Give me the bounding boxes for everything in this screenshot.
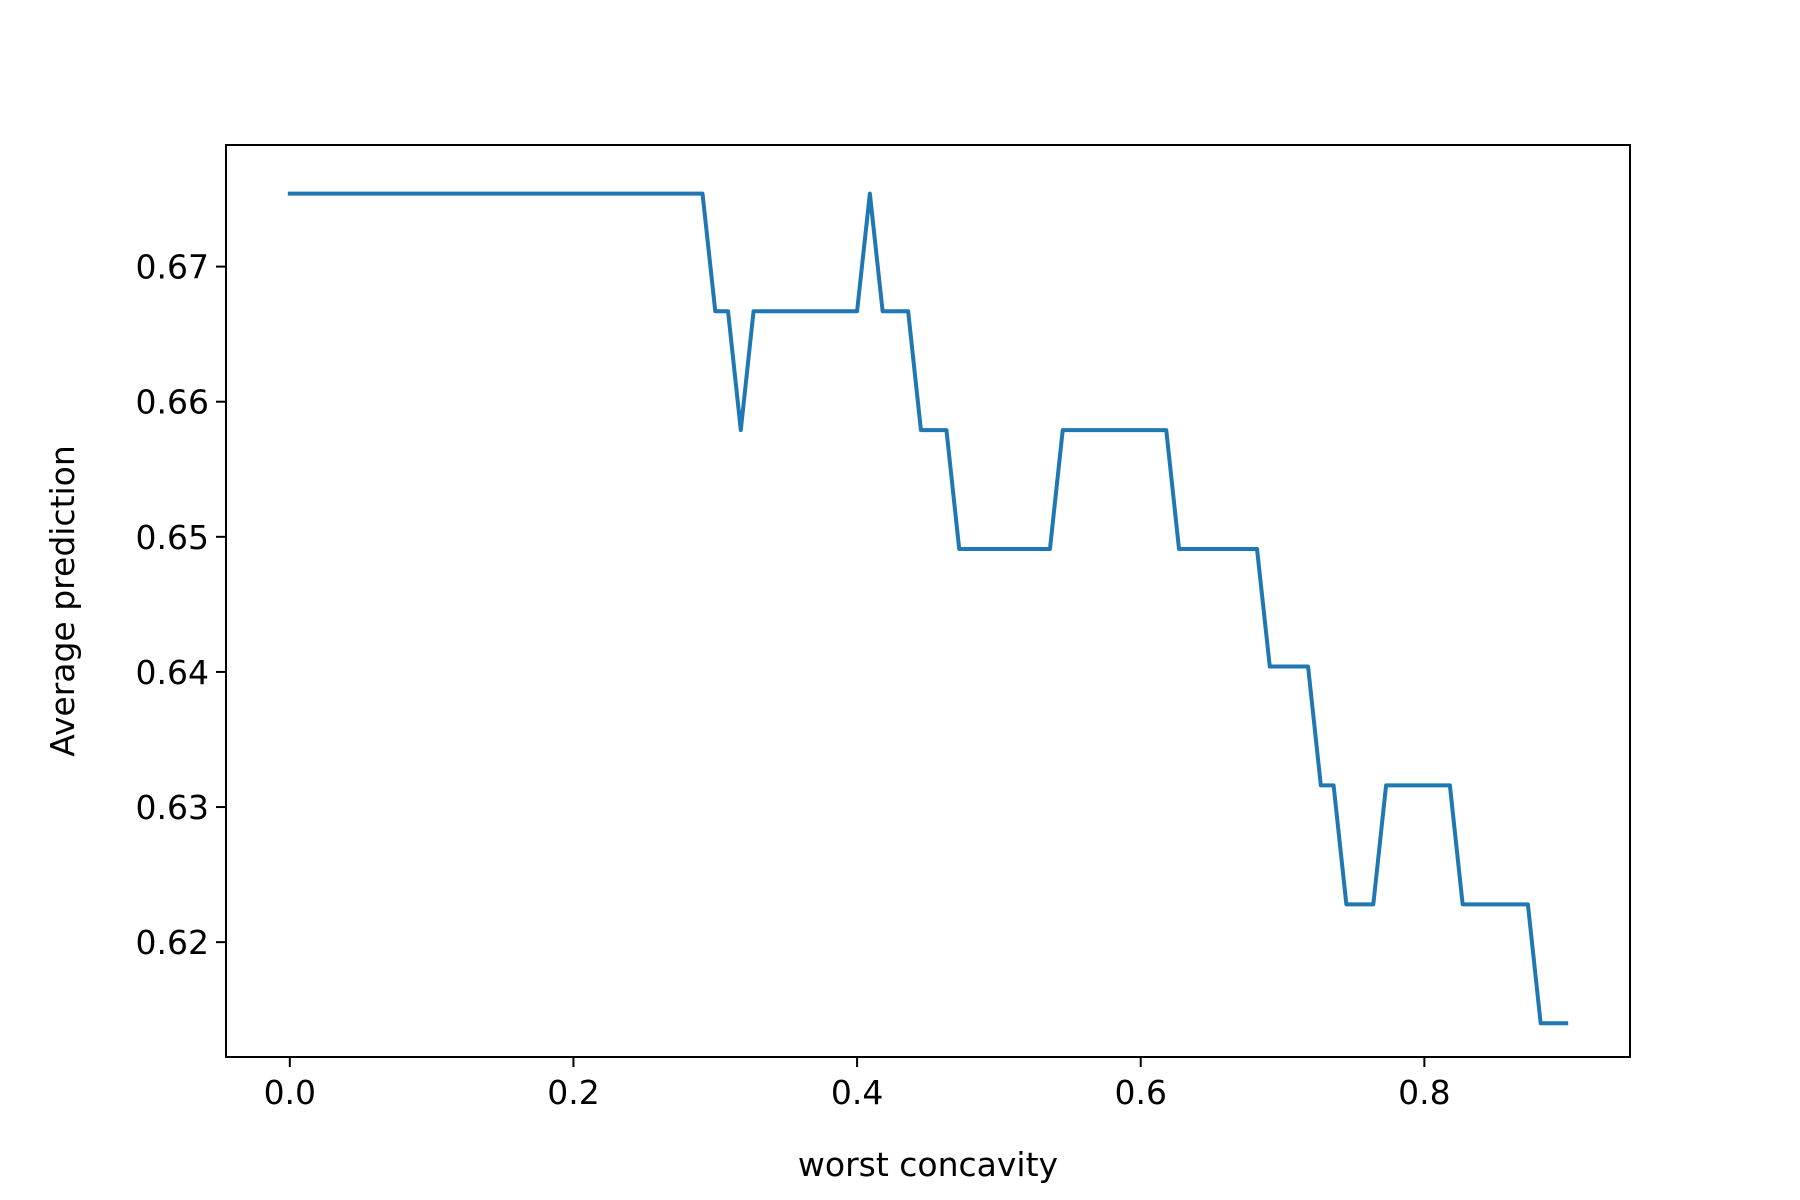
x-tick-label: 0.8 bbox=[1398, 1073, 1450, 1112]
x-axis-label: worst concavity bbox=[798, 1145, 1058, 1184]
y-tick-label: 0.64 bbox=[136, 653, 209, 692]
y-tick-label: 0.63 bbox=[136, 788, 209, 827]
y-tick-label: 0.65 bbox=[136, 518, 209, 557]
y-axis: 0.62 0.63 0.64 0.65 0.66 0.67 bbox=[136, 248, 226, 962]
x-tick-label: 0.6 bbox=[1114, 1073, 1166, 1112]
x-tick-label: 0.2 bbox=[547, 1073, 599, 1112]
y-tick-label: 0.62 bbox=[136, 923, 209, 962]
x-tick-label: 0.4 bbox=[831, 1073, 883, 1112]
y-tick-label: 0.66 bbox=[136, 383, 209, 422]
x-axis: 0.0 0.2 0.4 0.6 0.8 bbox=[264, 1057, 1451, 1112]
x-tick-label: 0.0 bbox=[264, 1073, 316, 1112]
axes-frame bbox=[225, 144, 1631, 1058]
y-axis-label: Average prediction bbox=[43, 445, 82, 757]
plot-area bbox=[287, 191, 1569, 1026]
y-tick-label: 0.67 bbox=[136, 248, 209, 287]
series-line-1 bbox=[287, 191, 1569, 1026]
